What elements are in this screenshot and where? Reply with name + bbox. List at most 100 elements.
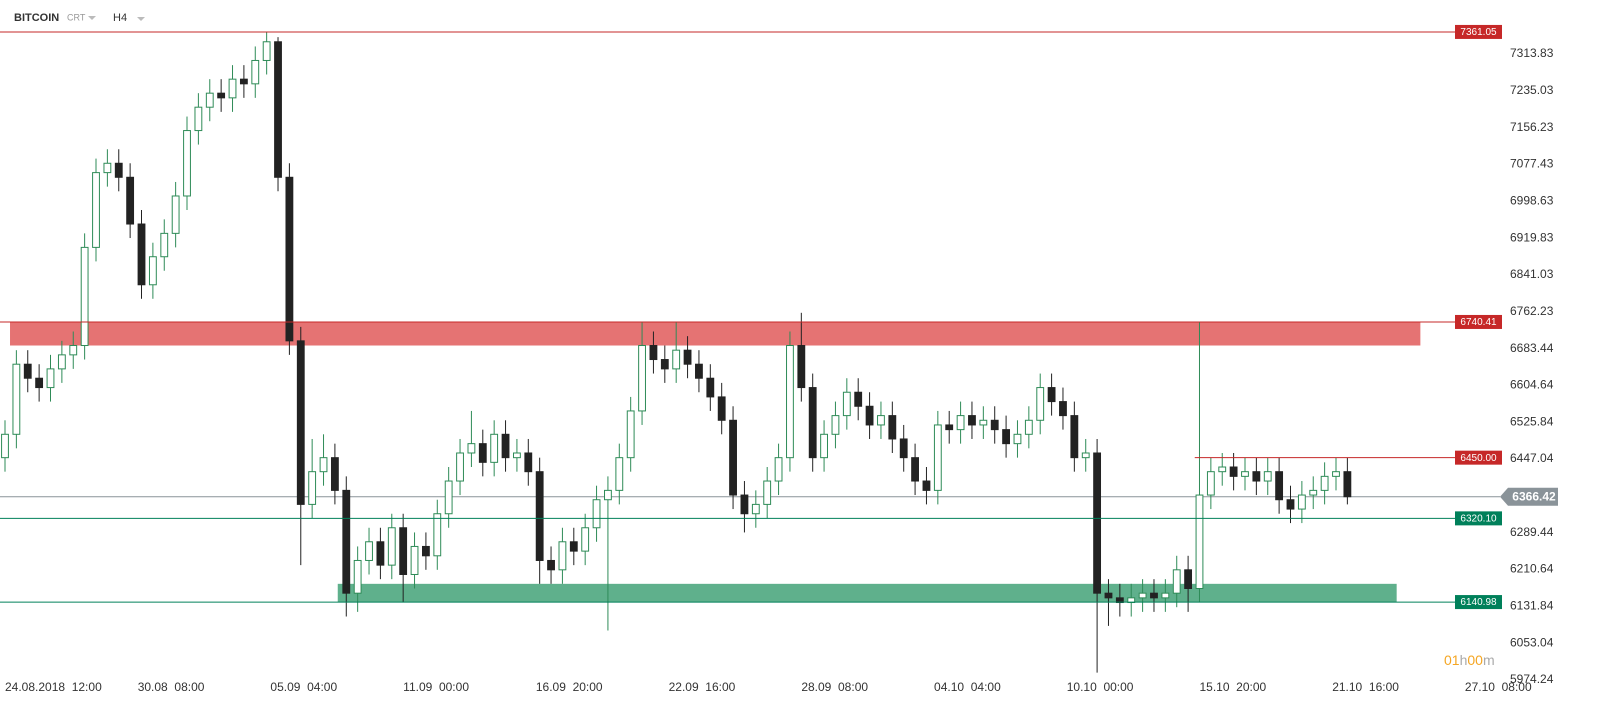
candle-body (1218, 466, 1227, 473)
candle-body (274, 41, 282, 178)
candle-body (69, 345, 78, 356)
x-tick-label: 28.09 08:00 (801, 680, 868, 694)
zone (337, 583, 1397, 603)
candle-body (456, 452, 464, 482)
source: CRT (67, 12, 86, 22)
candle-body (877, 415, 885, 426)
candle-body (660, 359, 669, 370)
y-tick-label: 6053.04 (1510, 635, 1554, 649)
candle-body (421, 545, 430, 557)
candle-body (285, 176, 294, 342)
candle-body (1332, 471, 1340, 477)
y-tick-label: 6447.04 (1510, 451, 1554, 465)
level-label-box (1455, 314, 1502, 329)
current-price-label: 6366.42 (1512, 489, 1556, 503)
level-label: 7361.05 (1460, 27, 1497, 38)
y-tick-label: 6210.64 (1510, 562, 1554, 576)
level-label-box (1455, 511, 1502, 526)
timeframe-dropdown[interactable] (137, 17, 145, 21)
level-label-box (1455, 450, 1502, 465)
candle-body (410, 545, 419, 575)
candle-body (365, 541, 373, 561)
x-tick-label: 05.09 04:00 (270, 680, 337, 694)
candle-body (513, 452, 521, 459)
countdown: 01h00m (1444, 652, 1495, 668)
candle-body (956, 415, 965, 431)
y-tick-label: 6131.84 (1510, 599, 1554, 613)
zone (10, 321, 1421, 346)
candle-body (558, 541, 567, 571)
candle-body (183, 130, 191, 197)
level-label-box (1455, 595, 1502, 610)
x-tick-label: 10.10 00:00 (1067, 680, 1134, 694)
candle-body (92, 172, 100, 248)
candle-body (854, 391, 863, 407)
candle-body (467, 443, 476, 454)
candle-body (592, 499, 601, 529)
candle-body (1093, 452, 1102, 594)
candle-body (968, 415, 976, 426)
candle-body (1024, 419, 1033, 435)
candle-body (1184, 569, 1193, 590)
candle-body (1, 433, 9, 459)
candle-body (353, 559, 362, 594)
candle-body (979, 419, 988, 426)
candle-body (729, 419, 737, 496)
y-tick-label: 7235.03 (1510, 83, 1554, 97)
candle-body (46, 368, 55, 389)
candle-body (160, 232, 169, 258)
source-dropdown[interactable] (88, 16, 96, 20)
candle-body (103, 162, 112, 174)
candle-body (569, 541, 578, 552)
candle-body (933, 424, 942, 491)
y-tick-label: 7077.43 (1510, 157, 1554, 171)
candle-body (808, 387, 817, 459)
candle-body (399, 527, 408, 575)
countdown-minutes: 00 (1467, 652, 1483, 668)
y-tick-label: 6525.84 (1510, 414, 1554, 428)
candle-body (478, 443, 487, 463)
candle-body (763, 480, 772, 505)
candle-body (194, 106, 203, 132)
countdown-m: m (1483, 652, 1495, 668)
y-tick-label: 6289.44 (1510, 525, 1554, 539)
candle-body (217, 92, 226, 99)
candle-body (308, 471, 317, 505)
candle-body (990, 419, 999, 431)
candle-body (1161, 592, 1170, 599)
candle-body (433, 513, 442, 557)
candle-body (740, 494, 749, 515)
x-tick-label: 24.08.2018 12:00 (5, 680, 102, 694)
candle-body (1104, 592, 1113, 599)
level-label: 6740.41 (1460, 317, 1497, 328)
candle-body (387, 527, 396, 566)
candle-body (1275, 471, 1284, 501)
x-tick-label: 11.09 00:00 (403, 680, 469, 694)
candle-body (1172, 569, 1181, 594)
candle-body (1286, 499, 1295, 510)
candle-body (490, 433, 499, 463)
candle-body (706, 377, 715, 398)
y-tick-label: 7156.23 (1510, 120, 1554, 134)
candle-body (251, 59, 260, 85)
candle-body (23, 363, 32, 379)
candle-body (1047, 387, 1056, 403)
level-label: 6140.98 (1460, 597, 1497, 608)
candle-body (1195, 494, 1204, 590)
candle-body (945, 424, 954, 431)
candle-body (137, 223, 146, 286)
x-tick-label: 04.10 04:00 (934, 680, 1001, 694)
countdown-hours: 01 (1444, 652, 1460, 668)
candle-body (126, 176, 135, 225)
candle-body (1070, 415, 1079, 459)
candle-body (649, 345, 658, 361)
y-tick-label: 6762.23 (1510, 304, 1554, 318)
y-tick-label: 6919.83 (1510, 230, 1554, 244)
candle-body (717, 396, 726, 421)
candle-body (57, 354, 66, 370)
candle-body (638, 345, 646, 412)
current-price-box (1500, 487, 1558, 506)
y-tick-label: 6841.03 (1510, 267, 1554, 281)
candle-body (581, 527, 590, 552)
